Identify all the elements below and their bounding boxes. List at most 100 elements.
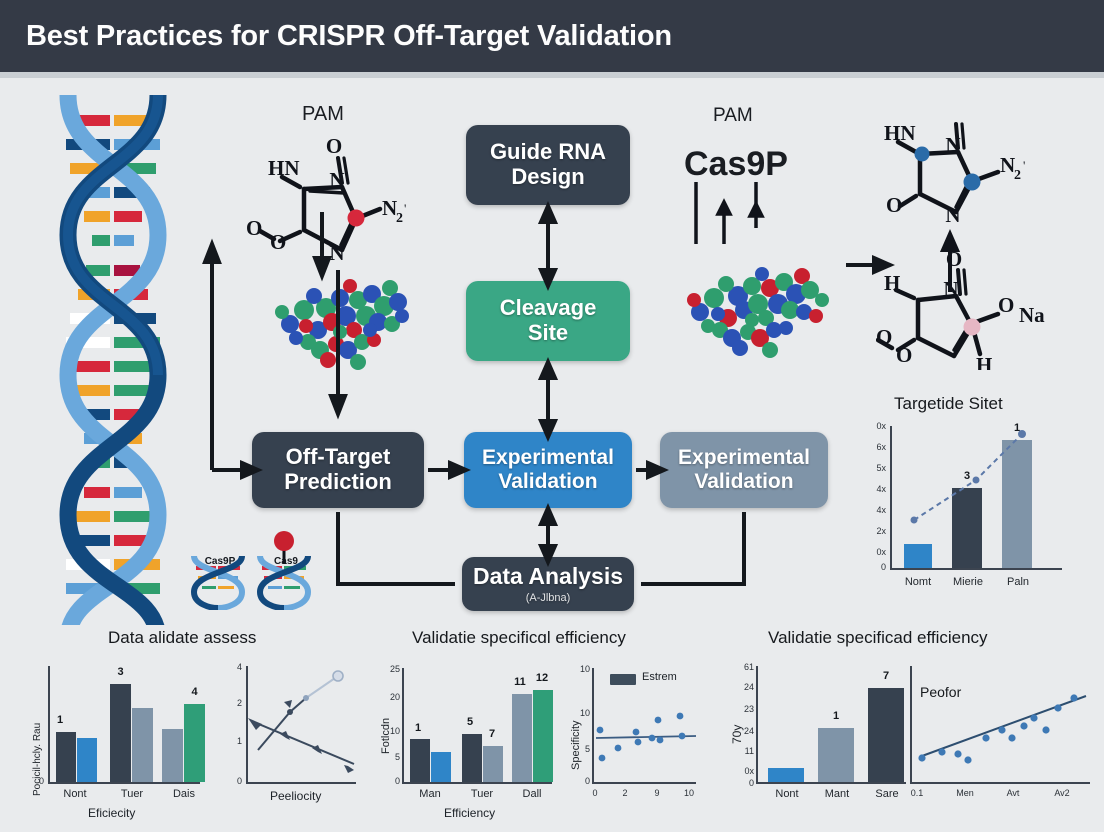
sub-chart-title: Peofor — [920, 684, 962, 700]
x-category: Nont — [63, 788, 87, 800]
y-tick: 23 — [743, 704, 754, 714]
pink-highlight-dot — [963, 318, 981, 336]
y-tick: 0 — [236, 776, 242, 786]
x-category: Sare — [875, 788, 899, 800]
x-axis-label: Eficiecity — [88, 806, 136, 820]
x-category: Nont — [775, 788, 799, 800]
svg-text:': ' — [404, 201, 406, 216]
y-axis — [48, 666, 50, 784]
bar-value: 7 — [882, 670, 890, 682]
red-marker-pin-icon — [274, 531, 294, 564]
svg-text:N: N — [329, 241, 344, 265]
bar-value: 1 — [1013, 422, 1021, 434]
x-category: Mierie — [953, 576, 983, 588]
x-tick: 10 — [683, 788, 694, 798]
bar — [904, 544, 932, 568]
flow-label-line2: Validation — [498, 470, 598, 493]
chart-title: Validatie specificɑl efficiency — [412, 628, 626, 647]
flow-box-off-target-prediction[interactable]: Off-Target Prediction — [252, 432, 424, 508]
x-category: Tuer — [120, 788, 144, 800]
chart-validatie-specificad-efficiency: Validatie specificad efficiency 70y 61 2… — [706, 626, 1096, 828]
svg-text:O: O — [876, 325, 892, 349]
svg-text:N: N — [329, 168, 344, 192]
flow-label-line1: Experimental — [482, 446, 614, 470]
bar — [533, 690, 553, 782]
svg-text:N: N — [943, 277, 958, 301]
y-tick: 0x — [876, 421, 886, 431]
bar — [110, 684, 131, 782]
y-tick: 2x — [876, 526, 886, 536]
y-tick: 20 — [389, 692, 400, 702]
page-title: Best Practices for CRISPR Off-Target Val… — [26, 19, 672, 52]
mini-dna-dish-left — [190, 555, 246, 610]
bar — [132, 708, 153, 782]
y-axis — [756, 666, 758, 784]
svg-text:O: O — [886, 193, 902, 217]
bar-value: 3 — [963, 470, 971, 482]
svg-text:N: N — [945, 203, 960, 227]
flow-box-guide-rna-design[interactable]: Guide RNA Design — [466, 125, 630, 205]
bar-value: 1 — [56, 714, 64, 726]
x-tick: 9 — [654, 788, 660, 798]
protein-molecule-cluster-left — [275, 279, 409, 370]
x-category: Man — [419, 788, 441, 800]
sub-x-axis — [246, 782, 356, 784]
flow-label-line1: Guide RNA — [489, 139, 607, 165]
x-tick: 2 — [622, 788, 628, 798]
flow-label-sublabel: (A-Jlbna) — [525, 591, 571, 604]
svg-text:O: O — [326, 134, 342, 158]
flow-box-experimental-validation-2[interactable]: Experimental Validation — [660, 432, 828, 508]
bar — [483, 746, 503, 782]
y-tick: 2 — [236, 698, 242, 708]
svg-text:2: 2 — [396, 211, 403, 226]
flow-box-cleavage-site[interactable]: Cleavage Site — [466, 281, 630, 361]
bar-value: 1 — [832, 710, 840, 722]
y-tick: 5 — [394, 752, 400, 762]
flow-label-line2: Site — [527, 320, 569, 345]
bar — [410, 739, 430, 782]
bar-value: 4 — [191, 686, 198, 698]
x-category: Mant — [824, 788, 850, 800]
y-tick: 5 — [584, 744, 590, 754]
y-tick: 4 — [236, 662, 242, 672]
y-tick: 10 — [389, 726, 400, 736]
cas9p-bracket-lines — [694, 182, 765, 244]
blue-highlight-dot-2 — [963, 173, 981, 191]
flow-box-experimental-validation-1[interactable]: Experimental Validation — [464, 432, 632, 508]
bar — [1002, 440, 1032, 568]
bar-value: 1 — [414, 722, 422, 734]
svg-text:O: O — [998, 293, 1014, 317]
red-highlight-dot — [347, 209, 365, 227]
flow-label-line2: Design — [511, 164, 585, 189]
svg-text:Na: Na — [1019, 303, 1045, 327]
cas9p-label: Cas9P — [684, 145, 788, 183]
chart-title: Targetide Sitet — [894, 394, 1003, 413]
x-category: Tuer — [470, 788, 494, 800]
bar-value: 12 — [535, 672, 549, 684]
svg-text:O: O — [246, 216, 262, 240]
bar — [818, 728, 854, 782]
svg-text:N: N — [382, 196, 397, 220]
chart-title: Validatie specificad efficiency — [768, 628, 988, 647]
y-tick: 6x — [876, 442, 886, 452]
y-tick: 61 — [743, 662, 754, 672]
y-tick: 1 — [236, 736, 242, 746]
x-axis — [756, 782, 906, 784]
bar — [952, 488, 982, 568]
pam-label-right: PAM — [713, 105, 753, 126]
x-category: Nomt — [904, 576, 932, 588]
chart-targetide-sitet: Targetide Sitet 0x 6x 5x 4x 4x 2x 0x 0 3… — [846, 388, 1094, 606]
bar — [431, 752, 451, 782]
x-axis — [48, 782, 200, 784]
y-tick: 0x — [876, 547, 886, 557]
sub-line-series — [248, 670, 355, 773]
y-tick: 0 — [880, 562, 886, 572]
sub-scatter-points — [595, 712, 697, 762]
chemical-structure-right-top: HN N N O N 2 ' O H N O — [876, 121, 1045, 370]
svg-text:O: O — [946, 247, 962, 271]
svg-text:H: H — [976, 353, 992, 370]
sub-x-axis-label: Peeliocity — [270, 789, 322, 803]
y-axis — [890, 426, 892, 570]
y-tick: 0 — [748, 778, 754, 788]
